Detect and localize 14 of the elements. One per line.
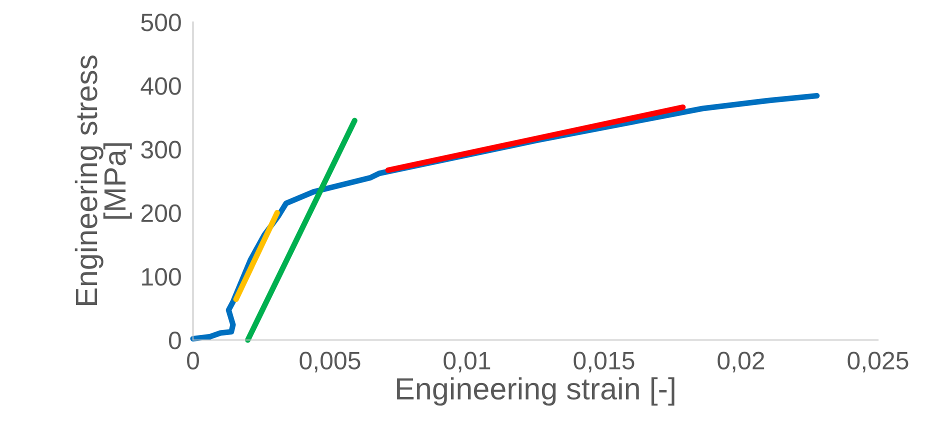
x-axis-title: Engineering strain [-] bbox=[397, 377, 674, 406]
x-tick-label: 0,02 bbox=[718, 352, 764, 372]
y-tick-label: 0 bbox=[168, 332, 181, 350]
y-tick-label: 400 bbox=[140, 77, 181, 95]
y-tick-label: 500 bbox=[141, 14, 181, 32]
x-tick-label: 0,005 bbox=[300, 352, 360, 372]
y-axis-title: Engineering stress [MPa] bbox=[74, 56, 132, 306]
x-tick-label: 0 bbox=[187, 352, 199, 370]
x-tick-label: 0,01 bbox=[444, 352, 490, 372]
y-tick-label: 200 bbox=[141, 204, 181, 222]
x-tick-label: 0,015 bbox=[574, 352, 634, 372]
y-tick-label: 300 bbox=[141, 140, 181, 159]
y-tick-label: 100 bbox=[142, 268, 181, 286]
x-tick-label: 0,025 bbox=[848, 352, 908, 372]
